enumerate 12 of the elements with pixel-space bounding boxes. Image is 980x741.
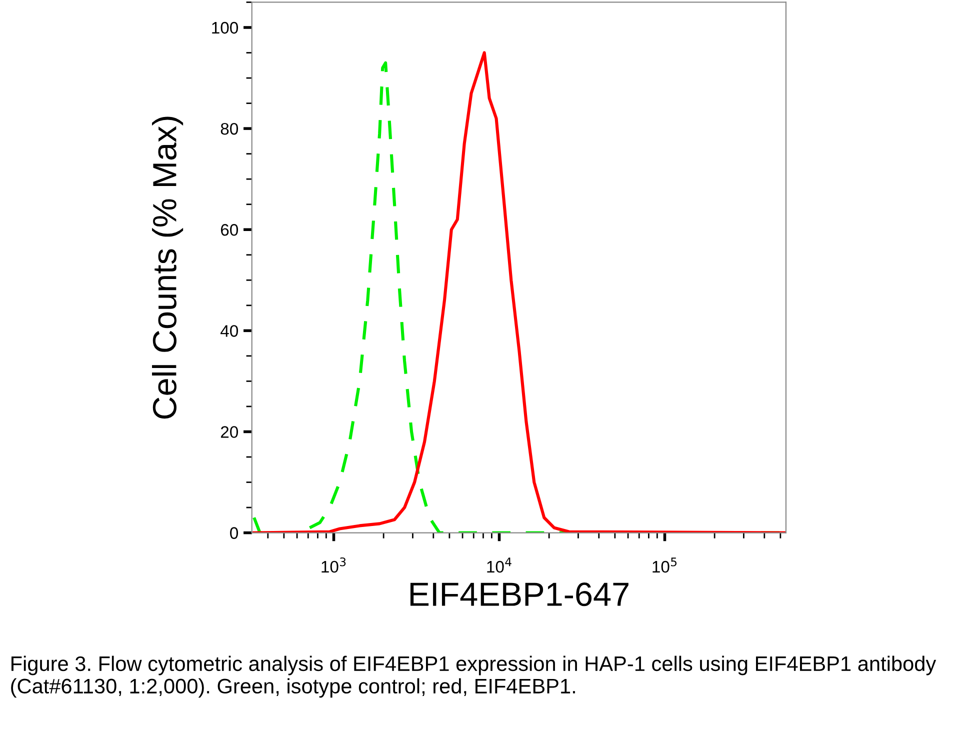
y-tick-label: 100	[212, 22, 238, 34]
y-tick-label: 60	[220, 224, 238, 236]
y-tick-label: 0	[230, 527, 238, 539]
y-tick-label: 40	[220, 325, 238, 337]
x-axis-title: EIF4EBP1-647	[410, 582, 628, 606]
caption: Figure 3. Flow cytometric analysis of EIF4EBP1 expression in HAP-1 cells using EIF4EBP1 antibody (Cat#61130, 1:2,000). Green, isotype control; red, EIF4EBP1.	[11, 656, 936, 698]
y-tick-label: 80	[220, 122, 238, 135]
x-tick-label: 10$^{3}$	[322, 557, 346, 573]
y-tick-label: 20	[220, 426, 238, 438]
x-tick-label: 10$^{4}$	[487, 558, 512, 573]
x-tick-label: 10$^{5}$	[652, 558, 677, 573]
y-axis-title: Cell Counts (% Max)	[152, 116, 184, 419]
